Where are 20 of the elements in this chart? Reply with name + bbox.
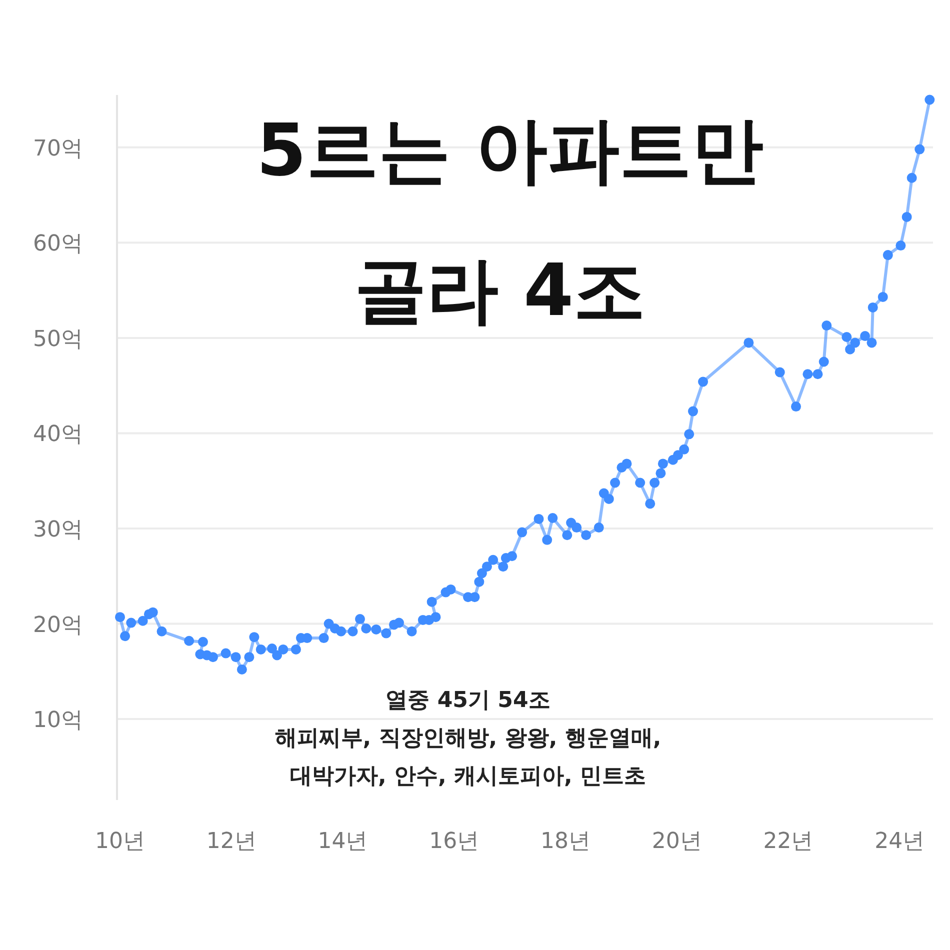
x-tick-label: 10년 (95, 829, 145, 854)
y-tick-label: 10억 (33, 708, 83, 734)
x-tick-label: 16년 (429, 829, 480, 854)
x-tick-label: 12년 (206, 829, 256, 854)
text: 골라 4조 (354, 248, 646, 332)
x-tick-label: 18년 (540, 829, 590, 854)
y-tick-label: 60억 (33, 232, 83, 257)
x-tick-label: 22년 (763, 829, 814, 854)
x-tick-label: 24년 (874, 829, 925, 854)
y-tick-label: 70억 (33, 136, 83, 162)
y-tick-label: 30억 (33, 517, 83, 542)
x-tick-label: 14년 (318, 829, 368, 854)
annotation: 열중 45기 54조 (386, 688, 550, 713)
y-tick-label: 50억 (33, 326, 83, 352)
annotation: 해피찌부, 직장인해방, 왕왕, 행운열매, (274, 726, 662, 751)
chart-title: 5르는 아파트만 (256, 108, 764, 192)
annotation: 대박가자, 안수, 캐시토피아, 민트초 (290, 764, 646, 789)
x-tick-label: 20년 (652, 829, 702, 854)
y-tick-label: 40억 (33, 422, 83, 448)
y-tick-label: 20억 (33, 612, 83, 638)
